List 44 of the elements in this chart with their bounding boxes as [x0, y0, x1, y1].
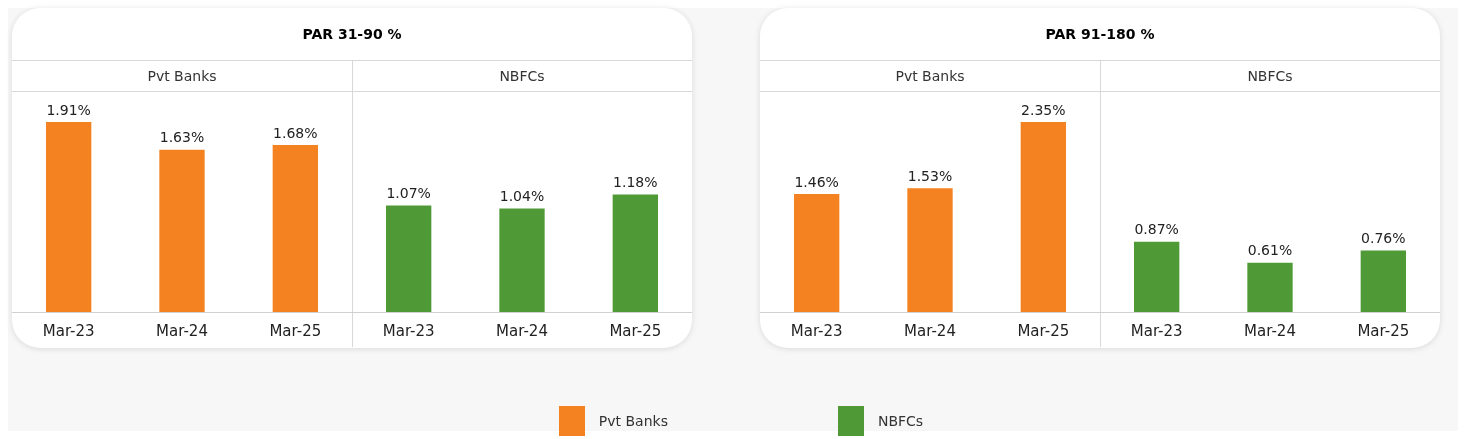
bar	[46, 122, 92, 312]
bar	[386, 205, 432, 312]
data-label: 1.63%	[159, 129, 205, 146]
bar	[612, 194, 658, 312]
bar	[1134, 241, 1180, 312]
bar	[272, 144, 318, 312]
data-label: 2.35%	[1021, 101, 1066, 118]
legend-label: Pvt Banks	[598, 413, 668, 429]
x-tick-label: Mar-25	[1357, 321, 1410, 340]
data-label: 1.18%	[613, 174, 658, 191]
data-label: 0.61%	[1247, 242, 1293, 259]
chart-title: PAR 31-90 %	[12, 8, 692, 61]
x-tick-label: Mar-23	[1130, 321, 1183, 340]
data-label: 1.53%	[907, 167, 953, 184]
x-tick-label: Mar-24	[156, 321, 208, 340]
text: NBFCs	[499, 68, 545, 84]
data-label: 1.07%	[386, 185, 431, 202]
text: Pvt Banks	[894, 67, 966, 86]
bar	[1020, 122, 1066, 312]
x-tick-label: Mar-25	[1017, 321, 1070, 340]
data-label: 1.68%	[273, 124, 318, 141]
x-tick-label: Mar-23	[382, 321, 435, 340]
bar	[499, 208, 545, 312]
bar	[1247, 262, 1293, 312]
x-tick-label: Mar-23	[42, 321, 95, 340]
x-tick-label: Mar-25	[269, 321, 322, 340]
bar	[159, 149, 205, 312]
data-label: 0.76%	[1361, 230, 1406, 247]
legend-label: NBFCs	[877, 413, 924, 429]
data-label: 0.87%	[1134, 221, 1179, 238]
data-label: 1.04%	[499, 188, 545, 205]
bar	[794, 193, 840, 312]
bar	[1360, 250, 1406, 312]
bar	[907, 188, 953, 312]
chart-title: PAR 91-180 %	[760, 8, 1440, 61]
text: NBFCs	[1246, 67, 1294, 86]
data-label: 1.46%	[794, 173, 839, 190]
x-tick-label: Mar-24	[1244, 321, 1296, 340]
x-tick-label: Mar-25	[609, 321, 662, 340]
x-tick-label: Mar-23	[790, 321, 843, 340]
data-label: 1.91%	[46, 101, 91, 118]
text: Pvt Banks	[147, 68, 217, 84]
x-tick-label: Mar-24	[496, 321, 548, 340]
x-tick-label: Mar-24	[904, 321, 956, 340]
